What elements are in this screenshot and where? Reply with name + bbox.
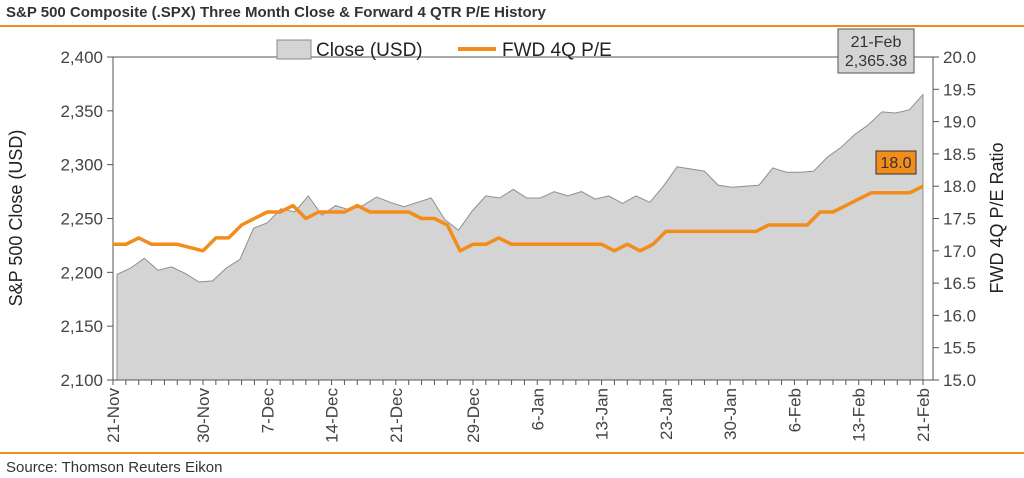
- close-callout-box: [837, 28, 915, 74]
- close-area-layer: [116, 93, 924, 381]
- left-tick-label: 2,150: [60, 317, 103, 336]
- x-tick-label: 6-Feb: [785, 388, 804, 432]
- right-tick-label: 19.5: [943, 80, 976, 99]
- close-callout-value: 2,365.38: [845, 53, 907, 70]
- close-callout: 21-Feb 2,365.38: [837, 28, 915, 74]
- chart-title: S&P 500 Composite (.SPX) Three Month Clo…: [6, 4, 546, 21]
- right-tick-label: 19.0: [943, 113, 976, 132]
- left-tick-label: 2,200: [60, 263, 103, 282]
- right-tick-label: 18.5: [943, 145, 976, 164]
- right-tick-label: 16.5: [943, 274, 976, 293]
- right-tick-label: 16.0: [943, 306, 976, 325]
- left-tick-label: 2,400: [60, 48, 103, 67]
- x-tick-label: 13-Jan: [593, 388, 612, 440]
- pe-callout: 18.0: [875, 150, 917, 175]
- right-tick-label: 20.0: [943, 48, 976, 67]
- pe-callout-box: [875, 150, 917, 175]
- x-tick-label: 6-Jan: [528, 388, 547, 431]
- x-tick-label: 14-Dec: [323, 388, 342, 443]
- x-tick-label: 13-Feb: [850, 388, 869, 442]
- right-axis-title: FWD 4Q P/E Ratio: [987, 142, 1007, 293]
- right-tick-label: 17.5: [943, 210, 976, 229]
- legend-close-label: Close (USD): [316, 40, 423, 61]
- left-tick-label: 2,300: [60, 156, 103, 175]
- legend-close-swatch: [276, 39, 312, 60]
- close-area: [116, 93, 924, 381]
- right-axis: 15.0 15.5 16.0 16.5 17.0 17.5 18.0 18.5 19.0 19.5…: [933, 48, 976, 390]
- right-tick-label: 18.0: [943, 177, 976, 196]
- x-tick-label: 21-Feb: [914, 388, 933, 442]
- x-tick-label: 7-Dec: [258, 388, 277, 434]
- left-axis: 2,100 2,150 2,200 2,250 2,300 2,350 2,400: [60, 48, 113, 390]
- left-tick-label: 2,350: [60, 102, 103, 121]
- right-tick-label: 17.0: [943, 242, 976, 261]
- x-tick-label: 21-Nov: [104, 388, 123, 443]
- right-tick-label: 15.0: [943, 371, 976, 390]
- pe-line: [113, 184, 924, 253]
- left-tick-label: 2,250: [60, 210, 103, 229]
- source-note: Source: Thomson Reuters Eikon: [6, 459, 223, 476]
- pe-callout-value: 18.0: [880, 155, 911, 172]
- x-tick-label: 21-Dec: [387, 388, 406, 443]
- close-callout-date: 21-Feb: [851, 34, 902, 51]
- pe-line-layer: [113, 184, 924, 253]
- x-tick-label: 30-Jan: [721, 388, 740, 440]
- left-axis-title: S&P 500 Close (USD): [6, 130, 26, 307]
- x-tick-label: 30-Nov: [194, 388, 213, 443]
- x-tick-label: 29-Dec: [464, 388, 483, 443]
- legend-pe-label: FWD 4Q P/E: [502, 40, 612, 61]
- right-tick-label: 15.5: [943, 339, 976, 358]
- x-axis: 21-Nov 30-Nov 7-Dec 14-Dec 21-Dec 29-Dec 6-Jan…: [104, 380, 933, 443]
- left-tick-label: 2,100: [60, 371, 103, 390]
- legend: Close (USD) FWD 4Q P/E: [276, 39, 612, 61]
- x-tick-label: 23-Jan: [657, 388, 676, 440]
